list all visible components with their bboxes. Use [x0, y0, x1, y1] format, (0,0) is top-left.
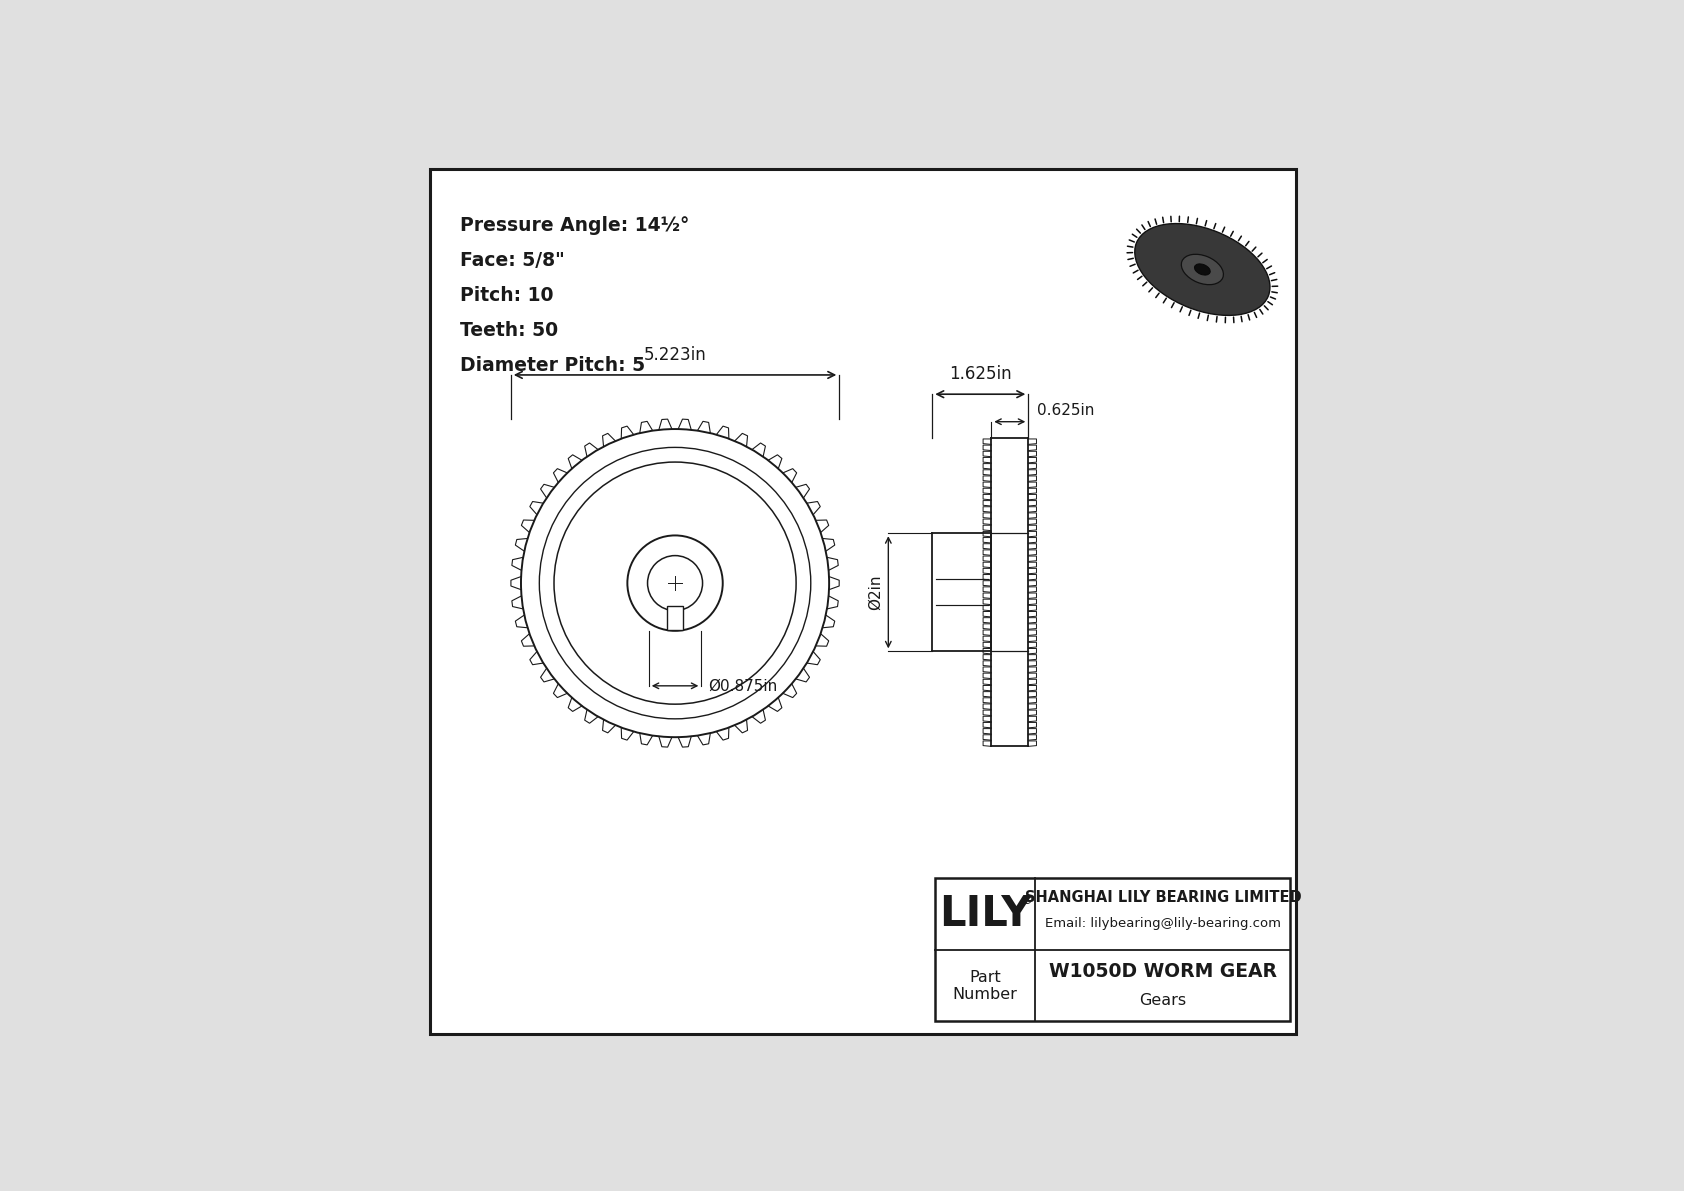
Text: W1050D WORM GEAR: W1050D WORM GEAR: [1049, 962, 1276, 981]
Ellipse shape: [1135, 224, 1270, 316]
Text: Gears: Gears: [1140, 993, 1187, 1008]
Text: 5.223in: 5.223in: [643, 345, 706, 364]
Text: Teeth: 50: Teeth: 50: [460, 320, 557, 339]
Text: 1.625in: 1.625in: [950, 366, 1012, 384]
Text: ®: ®: [1021, 894, 1032, 906]
Text: Pressure Angle: 14½°: Pressure Angle: 14½°: [460, 217, 689, 236]
Bar: [935, 879, 1290, 1022]
Text: Part
Number: Part Number: [953, 969, 1017, 1002]
Text: 0.625in: 0.625in: [1037, 403, 1095, 418]
Text: Diameter Pitch: 5: Diameter Pitch: 5: [460, 356, 645, 375]
Text: LILY: LILY: [938, 893, 1031, 935]
Text: Ø0.875in: Ø0.875in: [709, 679, 778, 693]
Text: Ø2in: Ø2in: [867, 574, 882, 610]
Text: Email: lilybearing@lily-bearing.com: Email: lilybearing@lily-bearing.com: [1046, 917, 1282, 930]
Text: SHANGHAI LILY BEARING LIMITED: SHANGHAI LILY BEARING LIMITED: [1024, 890, 1302, 905]
Text: Face: 5/8": Face: 5/8": [460, 251, 564, 270]
Ellipse shape: [1194, 264, 1211, 275]
Text: Pitch: 10: Pitch: 10: [460, 286, 552, 305]
Ellipse shape: [1180, 255, 1223, 285]
Bar: [667, 606, 684, 630]
